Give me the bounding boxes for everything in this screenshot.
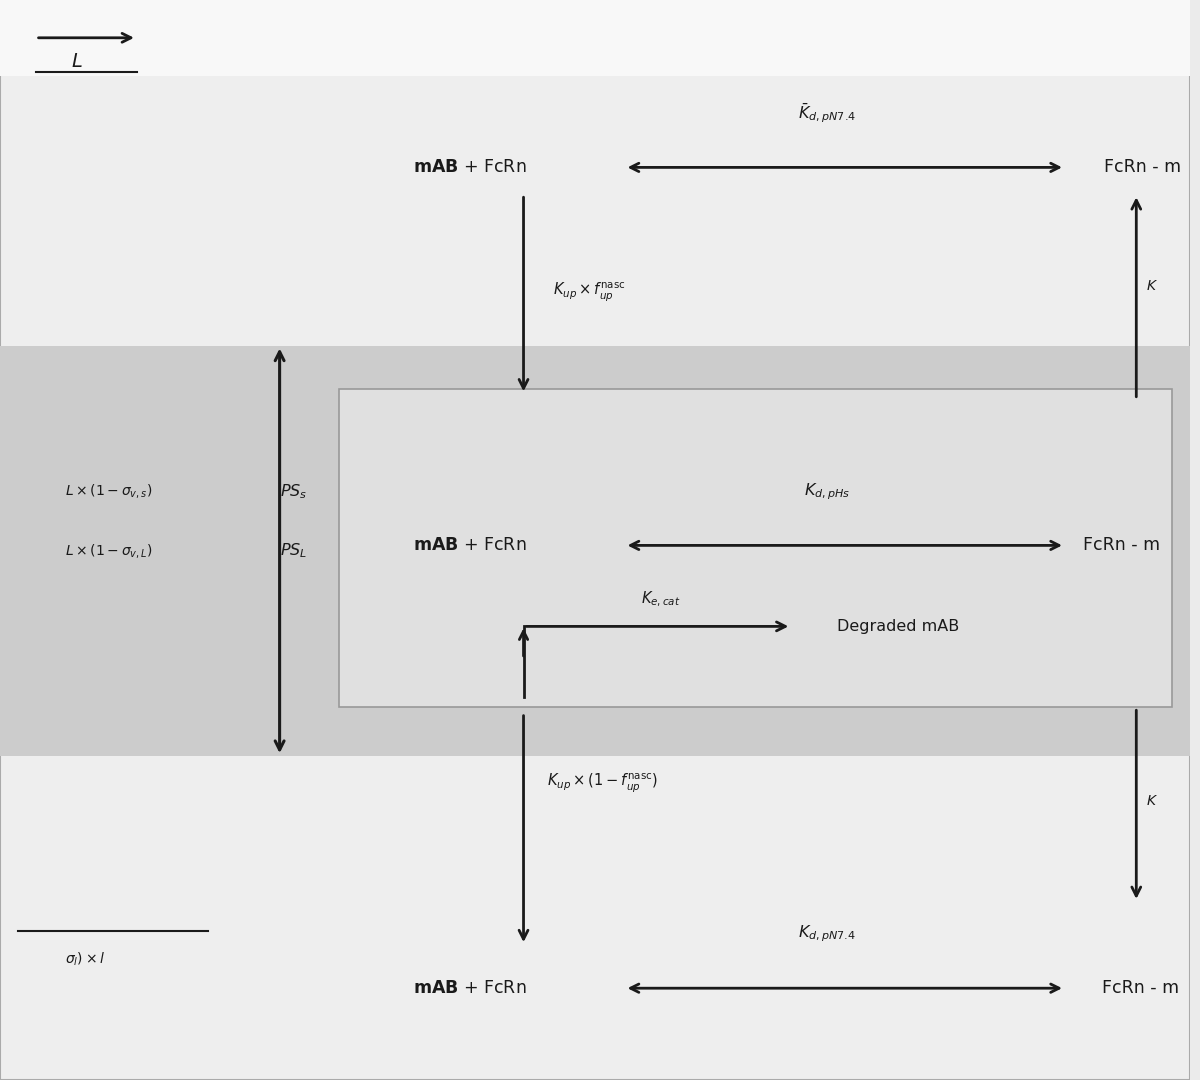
Text: $\mathbf{mAB}$ + FcRn: $\mathbf{mAB}$ + FcRn bbox=[413, 537, 527, 554]
Text: $L \times (1 - \sigma_{v,L})$: $L \times (1 - \sigma_{v,L})$ bbox=[66, 542, 152, 559]
Bar bbox=[340, 389, 1172, 707]
Bar bbox=[0, 0, 1190, 76]
Text: $PS_s$: $PS_s$ bbox=[280, 482, 307, 501]
Text: $\mathit{\bar{K}}_{d,pN7.4}$: $\mathit{\bar{K}}_{d,pN7.4}$ bbox=[798, 102, 856, 125]
Text: $\mathbf{mAB}$ + FcRn: $\mathbf{mAB}$ + FcRn bbox=[413, 980, 527, 997]
Text: FcRn - m: FcRn - m bbox=[1104, 159, 1181, 176]
Text: $K$: $K$ bbox=[1146, 795, 1158, 808]
Text: FcRn - m: FcRn - m bbox=[1102, 980, 1178, 997]
Text: FcRn - m: FcRn - m bbox=[1082, 537, 1160, 554]
Text: Degraded mAB: Degraded mAB bbox=[838, 619, 960, 634]
Text: $PS_L$: $PS_L$ bbox=[280, 541, 307, 561]
Text: $\mathit{K}_{d,pHs}$: $\mathit{K}_{d,pHs}$ bbox=[804, 481, 850, 502]
Bar bbox=[0, 346, 1190, 756]
Text: $L \times (1 - \sigma_{v,s})$: $L \times (1 - \sigma_{v,s})$ bbox=[66, 483, 152, 500]
Text: $K_{e,cat}$: $K_{e,cat}$ bbox=[641, 590, 680, 609]
Text: $\mathbf{mAB}$ + FcRn: $\mathbf{mAB}$ + FcRn bbox=[413, 159, 527, 176]
Text: $K_{up} \times (1 - f_{up}^{\mathrm{nasc}})$: $K_{up} \times (1 - f_{up}^{\mathrm{nasc… bbox=[547, 771, 658, 795]
Text: $\mathit{K}_{d,pN7.4}$: $\mathit{K}_{d,pN7.4}$ bbox=[798, 923, 856, 945]
Text: $\sigma_l) \times l$: $\sigma_l) \times l$ bbox=[66, 950, 106, 968]
Text: $K_{up} \times f_{up}^{\mathrm{nasc}}$: $K_{up} \times f_{up}^{\mathrm{nasc}}$ bbox=[553, 280, 625, 303]
Text: $K$: $K$ bbox=[1146, 280, 1158, 293]
Text: $L$: $L$ bbox=[72, 52, 83, 71]
